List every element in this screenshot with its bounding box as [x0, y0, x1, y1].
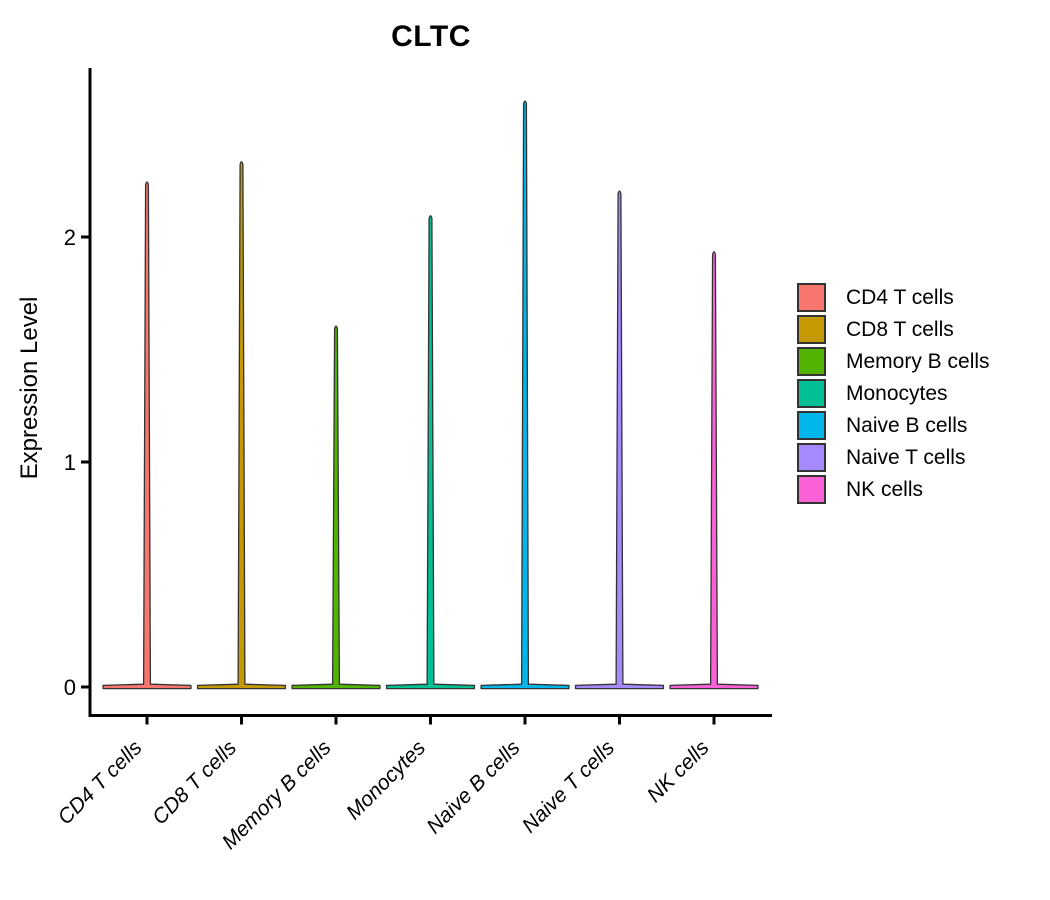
- y-tick-label: 1: [64, 450, 76, 475]
- legend-item-label: Naive T cells: [846, 445, 966, 469]
- legend-item-label: CD8 T cells: [846, 317, 954, 341]
- x-tick-label: Monocytes: [342, 736, 430, 824]
- violin-cd8-t-cells: [196, 161, 287, 690]
- x-tick-label: CD8 T cells: [148, 736, 241, 829]
- legend: CD4 T cells CD8 T cells Memory B cells Mono…: [797, 283, 990, 507]
- legend-key-swatch: [797, 347, 826, 376]
- legend-item: Monocytes: [797, 379, 990, 408]
- legend-item-label: Monocytes: [846, 381, 948, 405]
- legend-key-swatch: [797, 315, 826, 344]
- legend-key-swatch: [797, 475, 826, 504]
- legend-item: NK cells: [797, 475, 990, 504]
- violin-cd4-t-cells: [102, 181, 192, 690]
- legend-item: CD4 T cells: [797, 283, 990, 312]
- legend-item: Naive T cells: [797, 443, 990, 472]
- legend-key-swatch: [797, 443, 826, 472]
- x-tick-label: Naive B cells: [422, 736, 524, 838]
- legend-item-label: NK cells: [846, 477, 924, 501]
- plot-title: CLTC: [391, 20, 471, 53]
- legend-key-swatch: [797, 283, 826, 312]
- violin-naive-b-cells: [480, 100, 570, 690]
- legend-key-swatch: [797, 379, 826, 408]
- violin-naive-t-cells: [574, 190, 665, 690]
- x-tick-label: Naive T cells: [518, 736, 620, 838]
- legend-key-swatch: [797, 411, 826, 440]
- violin-monocytes: [385, 215, 476, 690]
- legend-item-label: Naive B cells: [846, 413, 968, 437]
- violin-nk-cells: [669, 251, 759, 690]
- x-tick-label: CD4 T cells: [54, 736, 147, 829]
- x-tick-label: NK cells: [643, 736, 714, 807]
- y-tick-label: 2: [64, 225, 76, 250]
- legend-item-label: CD4 T cells: [846, 285, 954, 309]
- legend-item: Memory B cells: [797, 347, 990, 376]
- legend-item-label: Memory B cells: [846, 349, 990, 373]
- legend-item: Naive B cells: [797, 411, 990, 440]
- legend-item: CD8 T cells: [797, 315, 990, 344]
- violin-memory-b-cells: [291, 325, 381, 690]
- y-tick-label: 0: [64, 675, 76, 700]
